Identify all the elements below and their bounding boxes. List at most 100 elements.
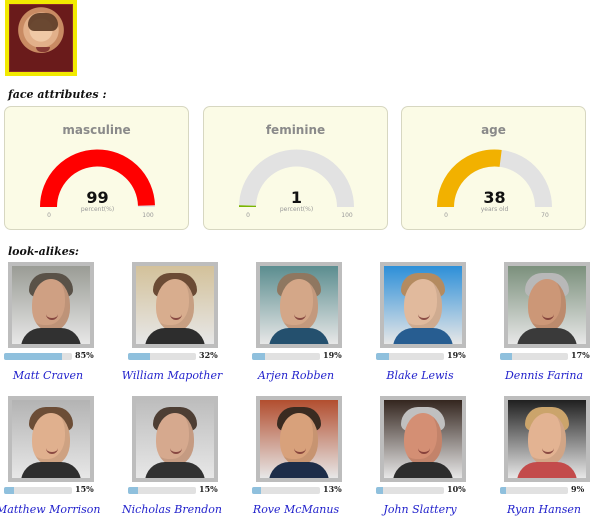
shirt-shape [517,328,577,344]
feminine-card: feminine 1 percent(%) 0 100 [203,106,388,230]
shirt-shape [145,328,205,344]
masculine-min: 0 [47,212,51,219]
shirt-shape [517,462,577,478]
lookalike-name-link[interactable]: Ryan Hansen [492,503,596,516]
lookalike-photo [136,400,214,478]
face-shape [528,279,566,331]
match-percent: 9% [571,484,584,494]
input-photo-frame [5,0,77,76]
match-percent: 15% [75,484,94,494]
lookalike-name-link[interactable]: Arjen Robben [244,369,348,382]
shirt-shape [21,462,81,478]
match-bar [500,487,568,494]
masculine-card: masculine 99 percent(%) 0 100 [4,106,189,230]
match-bar [252,353,320,360]
lookalike-photo [12,266,90,344]
face-shape [404,413,442,465]
masculine-unit: percent(%) [81,206,114,213]
lookalike-card-10: 9% Ryan Hansen [500,396,600,526]
match-bar-fill [4,353,62,360]
age-value: 38 [483,188,505,207]
match-bar-fill [128,353,150,360]
match-bar-fill [252,353,265,360]
feminine-min: 0 [246,212,250,219]
lookalike-photo [260,266,338,344]
match-bar [500,353,568,360]
match-bar [128,487,196,494]
lookalike-name-link[interactable]: William Mapother [120,369,224,382]
match-bar [376,487,444,494]
lookalike-card-6: 15% Matthew Morrison [4,396,119,526]
match-bar [4,353,72,360]
lookalike-card-7: 15% Nicholas Brendon [128,396,243,526]
lookalike-photo [508,400,586,478]
lookalike-photo-frame[interactable] [132,262,218,348]
age-gauge: 38 years old 0 70 [427,145,562,225]
shirt-shape [145,462,205,478]
match-percent: 85% [75,350,94,360]
shirt-shape [269,328,329,344]
lookalike-name-link[interactable]: Blake Lewis [368,369,472,382]
lookalike-photo-frame[interactable] [380,262,466,348]
face-shape [280,279,318,331]
face-attributes-heading: face attributes : [8,88,107,101]
match-bar [252,487,320,494]
lookalike-photo-frame[interactable] [504,396,590,482]
face-shape [156,279,194,331]
lookalike-name-link[interactable]: Matthew Morrison [0,503,100,516]
masculine-value: 99 [86,188,108,207]
lookalike-photo-frame[interactable] [256,396,342,482]
match-percent: 17% [571,350,590,360]
lookalike-card-2: 32% William Mapother [128,262,243,392]
feminine-max: 100 [341,212,353,219]
lookalike-name-link[interactable]: Matt Craven [0,369,100,382]
age-title: age [402,123,585,137]
lookalike-photo-frame[interactable] [8,262,94,348]
lookalike-name-link[interactable]: Nicholas Brendon [120,503,224,516]
age-min: 0 [444,212,448,219]
match-bar-fill [252,487,261,494]
lookalike-photo-frame[interactable] [256,262,342,348]
lookalike-card-5: 17% Dennis Farina [500,262,600,392]
feminine-title: feminine [204,123,387,137]
input-photo [9,4,73,72]
feminine-value: 1 [291,188,302,207]
lookalike-photo-frame[interactable] [504,262,590,348]
lookalike-photo-frame[interactable] [380,396,466,482]
shirt-shape [393,328,453,344]
face-shape [32,413,70,465]
lookalike-name-link[interactable]: Dennis Farina [492,369,596,382]
lookalike-photo [12,400,90,478]
lookalike-photo [136,266,214,344]
match-bar-fill [500,353,512,360]
shirt-shape [21,328,81,344]
lookalike-card-3: 19% Arjen Robben [252,262,367,392]
lookalike-photo [384,400,462,478]
face-shape [528,413,566,465]
face-shape [156,413,194,465]
age-unit: years old [481,206,509,213]
masculine-title: masculine [5,123,188,137]
lookalike-photo [508,266,586,344]
face-shape [280,413,318,465]
feminine-unit: percent(%) [280,206,313,213]
match-bar-fill [4,487,14,494]
lookalike-name-link[interactable]: John Slattery [368,503,472,516]
age-max: 70 [541,212,549,219]
match-bar [376,353,444,360]
lookalike-card-9: 10% John Slattery [376,396,491,526]
lookalike-photo [260,400,338,478]
age-card: age 38 years old 0 70 [401,106,586,230]
match-percent: 19% [323,350,342,360]
match-bar-fill [376,487,383,494]
look-alikes-heading: look-alikes: [8,245,79,258]
match-bar-fill [128,487,138,494]
match-percent: 32% [199,350,218,360]
match-bar-fill [376,353,389,360]
lookalike-name-link[interactable]: Rove McManus [244,503,348,516]
lookalike-photo-frame[interactable] [8,396,94,482]
match-bar [4,487,72,494]
masculine-gauge: 99 percent(%) 0 100 [30,145,165,225]
lookalike-card-1: 85% Matt Craven [4,262,119,392]
lookalike-photo-frame[interactable] [132,396,218,482]
